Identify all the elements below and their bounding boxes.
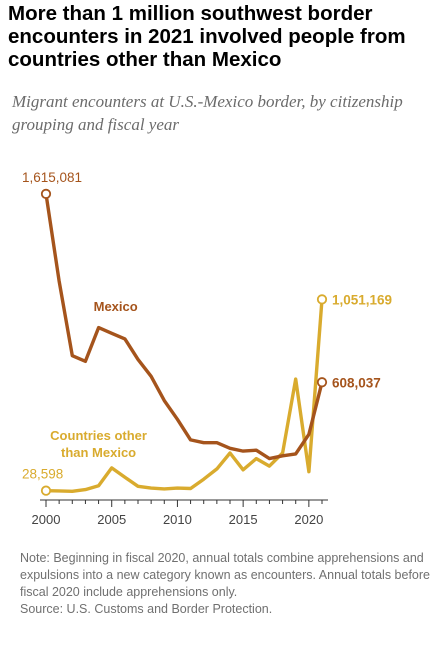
- chart-title: More than 1 million southwest border enc…: [8, 2, 406, 71]
- chart-lines: [40, 188, 328, 496]
- series-line-mexico: [44, 192, 324, 461]
- series-label-line: Countries other: [50, 428, 147, 443]
- series-line-other-countries: [44, 297, 324, 493]
- chart-subtitle: Migrant encounters at U.S.-Mexico border…: [12, 92, 403, 134]
- series-label-mexico: Mexico: [94, 299, 138, 314]
- line-chart: 2000 2005 2010 2015 2020 1,615,081 608,037 28,…: [22, 170, 392, 527]
- endpoint-marker: [316, 377, 328, 388]
- endpoint-marker: [316, 294, 328, 305]
- x-axis: 2000 2005 2010 2015 2020: [32, 499, 328, 527]
- series-label-line: Mexico: [94, 299, 138, 314]
- x-tick-label: 2020: [294, 512, 323, 527]
- endpoint-marker: [40, 188, 52, 199]
- value-label: 1,615,081: [22, 170, 82, 185]
- x-tick-label: 2015: [229, 512, 258, 527]
- source-text: Source: U.S. Customs and Border Protecti…: [20, 602, 273, 616]
- x-tick-label: 2000: [32, 512, 61, 527]
- endpoint-marker: [40, 485, 52, 496]
- chart-footnote: Note: Beginning in fiscal 2020, annual t…: [20, 550, 435, 618]
- series-label-line: than Mexico: [61, 445, 136, 460]
- chart-labels: 1,615,081 608,037 28,598 1,051,169 Mexico Cou…: [22, 170, 392, 482]
- value-label: 1,051,169: [332, 292, 392, 307]
- x-tick-label: 2010: [163, 512, 192, 527]
- value-label: 28,598: [22, 467, 63, 482]
- note-text: Note: Beginning in fiscal 2020, annual t…: [20, 551, 430, 599]
- x-tick-label: 2005: [97, 512, 126, 527]
- value-label: 608,037: [332, 375, 381, 390]
- series-label-other-countries: Countries other than Mexico: [50, 428, 147, 460]
